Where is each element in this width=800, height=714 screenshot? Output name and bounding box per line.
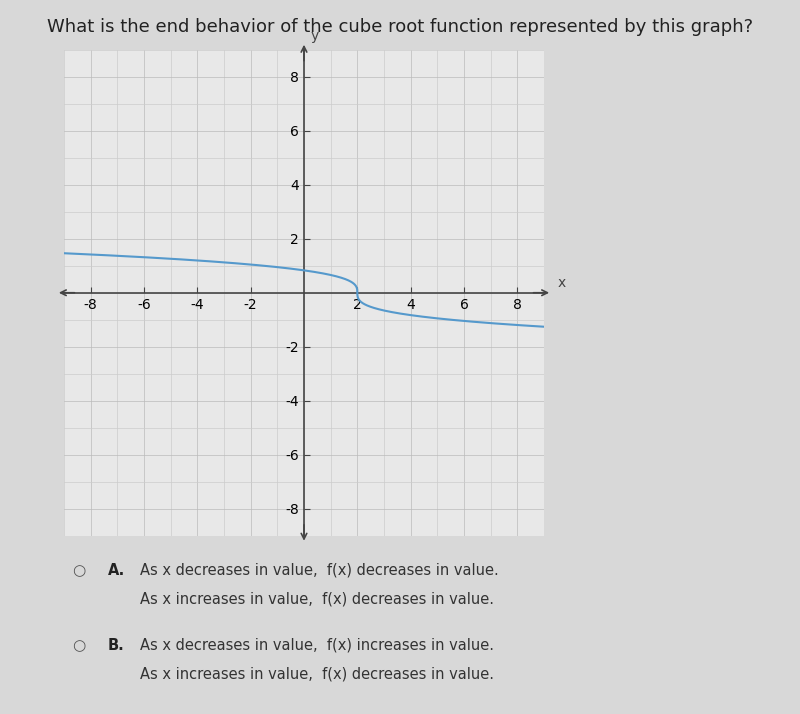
Text: ○: ○ [72,563,86,578]
Text: A.: A. [108,563,126,578]
Text: As x decreases in value,  f(x) decreases in value.: As x decreases in value, f(x) decreases … [140,563,498,578]
Text: As x increases in value,  f(x) decreases in value.: As x increases in value, f(x) decreases … [140,666,494,681]
Text: x: x [558,276,566,291]
Text: As x increases in value,  f(x) decreases in value.: As x increases in value, f(x) decreases … [140,591,494,606]
Text: ○: ○ [72,638,86,653]
Text: B.: B. [108,638,125,653]
Text: y: y [310,29,319,44]
Text: As x decreases in value,  f(x) increases in value.: As x decreases in value, f(x) increases … [140,638,494,653]
Text: What is the end behavior of the cube root function represented by this graph?: What is the end behavior of the cube roo… [47,18,753,36]
